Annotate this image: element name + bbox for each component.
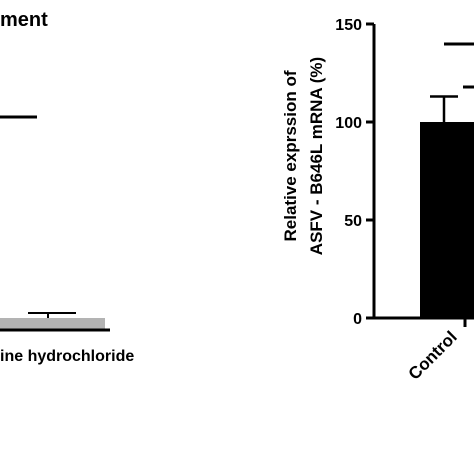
left-chart-title: ment	[0, 9, 48, 31]
right-panel: Relative exprssion of ASFV - B646L mRNA …	[281, 17, 474, 384]
bar-control	[420, 122, 474, 318]
y-axis-label-line-2: ASFV - B646L mRNA (%)	[307, 57, 326, 255]
left-category-label: ine hydrochloride	[0, 348, 134, 365]
y-axis-label-line-1: Relative exprssion of	[281, 70, 300, 241]
left-panel: ment ine hydrochloride	[0, 9, 134, 365]
y-tick-label-150: 150	[335, 17, 362, 34]
y-tick-label-0: 0	[353, 311, 362, 328]
y-tick-label-50: 50	[344, 213, 362, 230]
x-tick-label-control: Control	[405, 327, 461, 383]
y-tick-label-100: 100	[335, 115, 362, 132]
left-bar-ine-hydrochloride	[0, 318, 105, 330]
